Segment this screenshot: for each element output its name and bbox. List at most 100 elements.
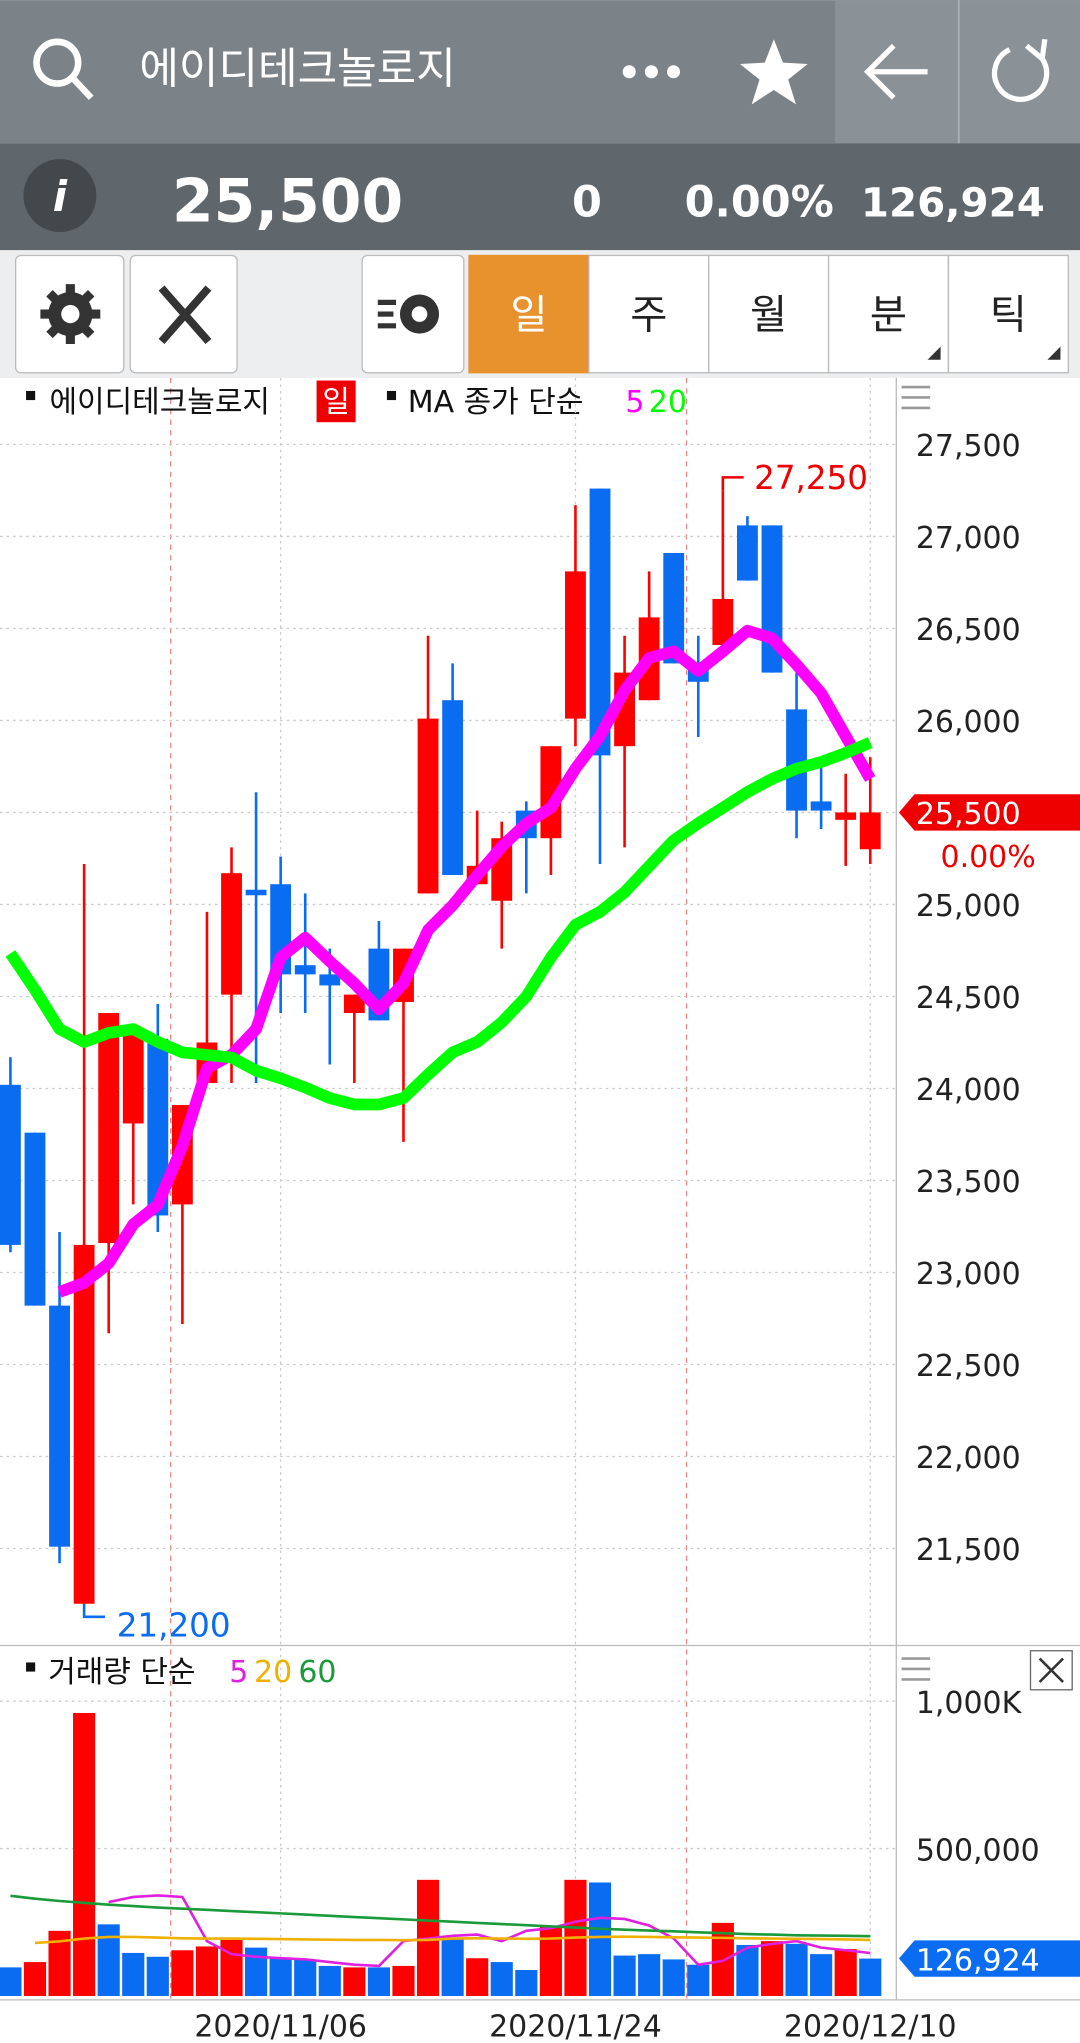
info-icon: i [53,172,68,221]
volume-bar [711,1922,734,1996]
volume-bar [859,1958,882,1996]
period-tab-label: 분 [870,291,907,338]
volume-bar [48,1930,71,1996]
candle-body [442,700,464,876]
period-tab-label: 일 [510,291,547,338]
high-label: 27,250 [754,459,868,497]
candle-body [147,1038,169,1216]
volume-bar [490,1962,513,1996]
legend-bullet [26,390,36,401]
period-tab[interactable] [827,254,950,374]
candle-body [73,1244,95,1604]
legend-entry: 5 [625,385,644,420]
candle-body [319,974,341,986]
y-tick-label: 1,000K [916,1686,1023,1721]
candle-body [221,873,242,995]
indicator-icon [377,294,440,334]
candle-body [245,889,267,896]
back-icon[interactable] [863,43,928,100]
volume-bar [146,1956,169,1996]
candle-body [663,552,685,664]
candle-body [294,965,316,975]
last-price-tag [898,794,1080,831]
y-tick-label: 26,000 [916,705,1021,740]
volume-bar [760,1941,784,1996]
price-change: 0 [572,177,602,227]
volume-bar [588,1882,612,1996]
candle-body [712,598,734,645]
volume-bar [343,1967,366,1996]
gear-icon [40,284,101,345]
volume-bar [220,1939,243,1996]
volume-bar [73,1712,96,1996]
volume-bar [515,1970,538,1996]
volume-bar [834,1949,857,1996]
y-tick-label: 22,000 [916,1441,1021,1476]
legend-bullet [386,390,397,401]
y-tick-label: 22,500 [916,1349,1021,1384]
candle-body [49,1305,70,1547]
volume-bar [539,1926,562,1996]
more-icon[interactable] [622,65,681,79]
menu-icon[interactable] [901,385,931,410]
volume-average-line [10,1894,871,1938]
volume-bar [122,1952,145,1996]
y-tick-label: 23,500 [916,1165,1021,1200]
candle-body [786,709,807,811]
moving-average-line [57,624,876,1298]
last-volume-tag [898,1940,1080,1977]
volume-bar [613,1955,636,1996]
change-percent: 0.00% [685,177,834,227]
info-button[interactable] [23,159,97,233]
last-change-label: 0.00% [941,840,1036,875]
y-tick-label: 25,000 [916,889,1021,924]
period-tab-label: 월 [750,291,787,338]
favorite-icon[interactable] [739,39,808,105]
candle-body [835,812,857,820]
refresh-icon[interactable] [991,38,1050,102]
period-tab[interactable] [588,254,710,374]
stock-title[interactable]: 에이디테크놀로지 [139,45,455,95]
volume-bar [318,1965,341,1996]
y-tick-label: 21,500 [916,1533,1021,1568]
info-bar [0,143,1080,251]
candle-body [589,488,611,756]
last-volume-label: 126,924 [916,1943,1040,1978]
volume-bar [810,1954,833,1996]
period-tab[interactable] [708,254,830,374]
volume: 126,924 [861,179,1045,226]
legend-bullet [26,1662,36,1672]
volume-bar [662,1959,685,1996]
legend-volume: 거래량 단순 [48,1655,195,1690]
volume-bar [736,1944,759,1996]
period-tab-label: 주 [630,291,667,338]
period-tab[interactable] [947,254,1069,374]
volume-bar [269,1958,292,1996]
volume-bar [294,1959,317,1996]
low-label: 21,200 [117,1606,231,1644]
y-tick-label: 500,000 [916,1833,1040,1868]
high-marker [721,476,744,491]
candle-body [122,1031,144,1124]
tools-icon [158,285,212,345]
volume-bar [171,1950,194,1996]
close-button[interactable] [1029,1650,1073,1691]
y-tick-label: 24,500 [916,981,1021,1016]
candle-body [565,571,586,719]
volume-bar [392,1965,415,1996]
y-tick-label: 27,000 [916,521,1021,556]
candle-body [98,1013,120,1244]
period-tab[interactable] [468,254,590,374]
volume-bar [367,1967,390,1996]
search-icon[interactable] [33,38,94,101]
volume-bar [687,1964,710,1996]
volume-bar [245,1947,268,1996]
candle-body [24,1132,46,1306]
volume-bar [638,1954,661,1996]
volume-bar [441,1937,464,1996]
menu-icon[interactable] [901,1657,931,1681]
legend-period: 일 [322,385,350,420]
legend-ma: MA 종가 단순 [408,385,584,420]
legend-entry: 5 [229,1655,248,1690]
legend-entry: 60 [298,1655,336,1690]
